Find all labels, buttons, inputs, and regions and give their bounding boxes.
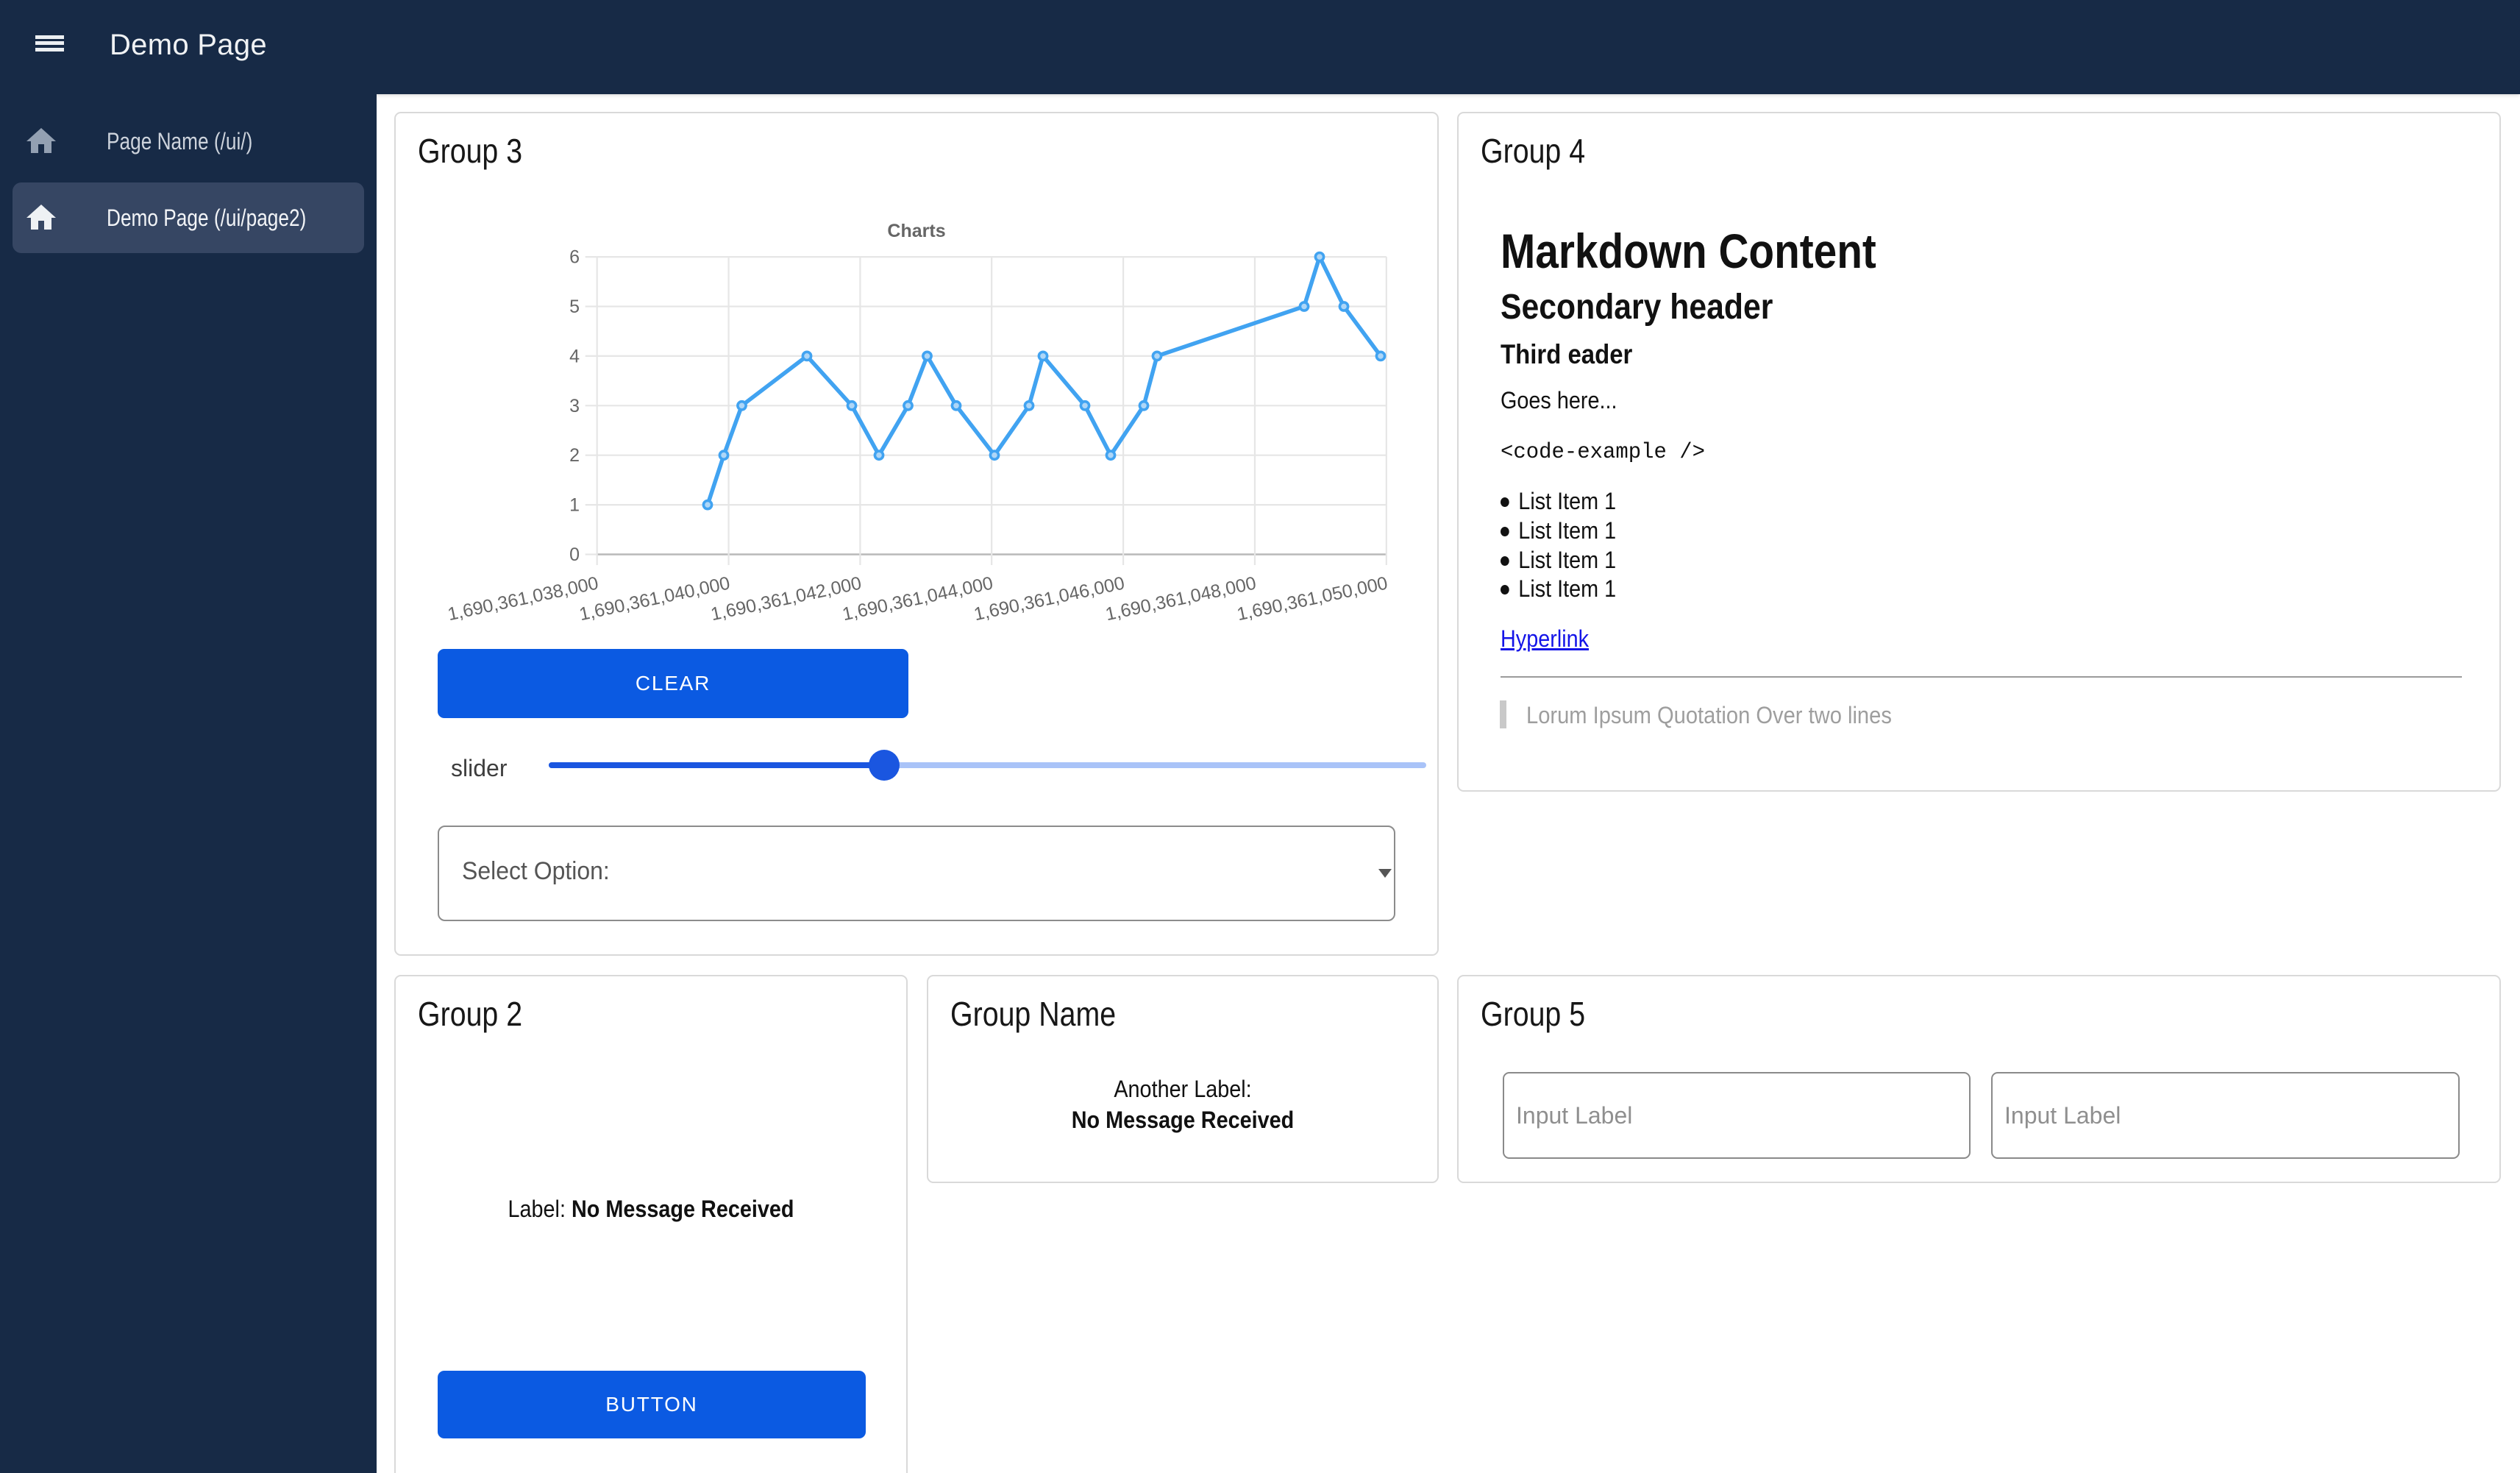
svg-text:1: 1 [569, 495, 580, 516]
svg-text:1,690,361,038,000: 1,690,361,038,000 [446, 572, 600, 625]
svg-text:Charts: Charts [887, 221, 945, 241]
svg-text:3: 3 [569, 396, 580, 416]
svg-text:1,690,361,050,000: 1,690,361,050,000 [1235, 572, 1389, 625]
svg-text:1,690,361,044,000: 1,690,361,044,000 [841, 572, 995, 625]
svg-text:1,690,361,042,000: 1,690,361,042,000 [709, 572, 864, 625]
svg-text:1,690,361,046,000: 1,690,361,046,000 [972, 572, 1127, 625]
svg-text:0: 0 [569, 544, 580, 565]
svg-text:5: 5 [569, 297, 580, 317]
svg-text:4: 4 [569, 346, 580, 366]
svg-text:6: 6 [569, 247, 580, 268]
svg-text:2: 2 [569, 445, 580, 466]
svg-text:1,690,361,048,000: 1,690,361,048,000 [1103, 572, 1258, 625]
svg-text:1,690,361,040,000: 1,690,361,040,000 [577, 572, 732, 625]
